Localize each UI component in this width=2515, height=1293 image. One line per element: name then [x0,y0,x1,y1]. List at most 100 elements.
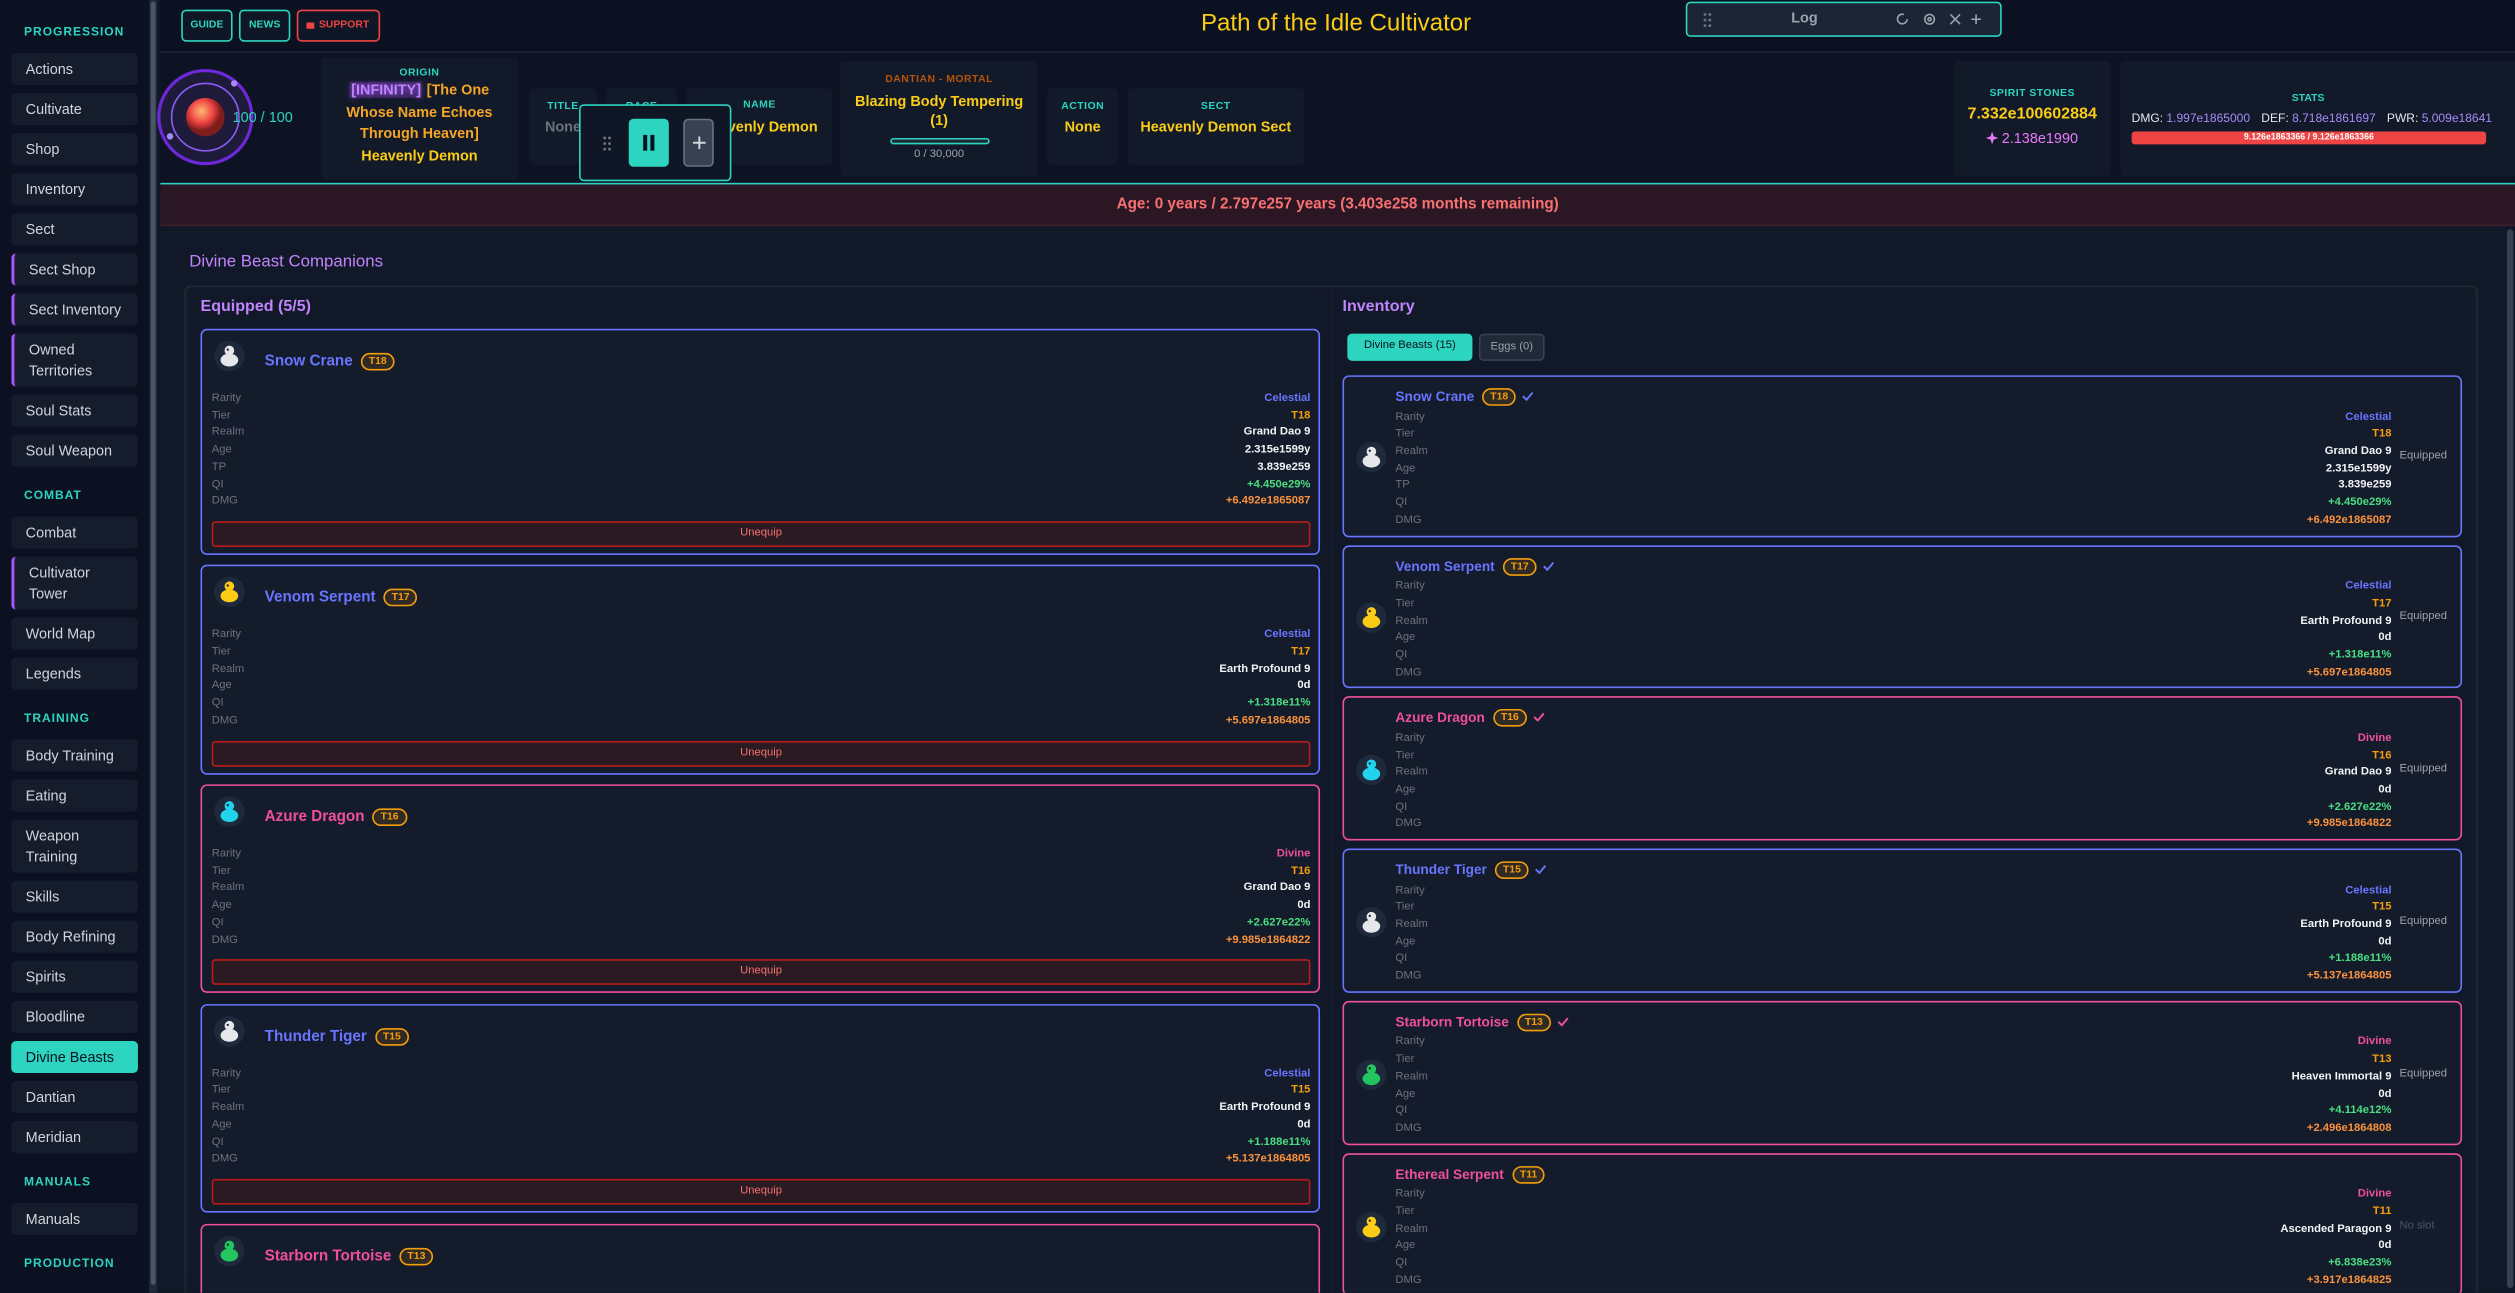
field-value: Celestial [1264,629,1311,641]
tier-badge: T16 [372,808,407,827]
unequip-button[interactable]: Unequip [211,959,1311,986]
nav-item[interactable]: Owned Territories [11,333,138,387]
nav-item[interactable]: Combat [11,516,138,549]
inventory-card[interactable]: Ethereal Serpent T11 Rarity Divine Tier T11 Re… [1342,1152,2463,1293]
nav-item[interactable]: Dantian [11,1081,138,1114]
field-value: T17 [2372,597,2392,610]
inventory-tab[interactable]: Eggs (0) [1478,333,1545,361]
nav-item[interactable]: Soul Stats [11,394,138,427]
nav-item[interactable]: Cultivate [11,93,138,126]
section-title: PRODUCTION [24,1255,115,1271]
field-value: +6.492e1865087 [2306,514,2392,526]
nav-item[interactable]: Eating [11,779,138,812]
spirit-stones-value: 7.332e100602884 [1967,105,2097,124]
field-label: Tier [1395,1206,1415,1218]
field-value: +1.188e11% [2328,953,2392,965]
icon-part [220,1028,239,1042]
nav-item[interactable]: Spirits [11,960,138,993]
icon-part [220,1247,239,1261]
card-header: Venom Serpent T17 [265,588,907,609]
field-label: Tier [1395,749,1415,762]
icon-part [230,80,238,87]
field-label: Age [1395,1240,1416,1252]
inventory-card[interactable]: Venom Serpent T17 Rarity Celestial Tier T17 Re… [1342,544,2463,689]
slot-status: Equipped [2399,1067,2447,1080]
icon-part [1362,455,1381,468]
nav-item[interactable]: Skills [11,880,138,913]
field-value: 0d [2378,936,2392,948]
speed-button[interactable] [683,118,714,167]
icon-part [1366,759,1377,770]
beast-icon [1356,907,1387,938]
field-label: QI [211,917,224,929]
nav-item[interactable]: Legends [11,657,138,690]
status-label: NAME [743,99,776,111]
beast-icon [1356,442,1387,473]
inventory-tab[interactable]: Divine Beasts (15) [1347,333,1473,361]
nav-item[interactable]: Bloodline [11,1000,138,1033]
nav-item[interactable]: Divine Beasts [11,1040,138,1074]
beast-name: Thunder Tiger [1395,861,1487,878]
nav-item[interactable]: Sect [11,213,138,246]
equipped-card: Venom Serpent T17 Rarity Celestial Tier T17 Re… [200,565,1321,775]
field-value: 2.315e1599y [2325,463,2392,475]
field-value: 0d [1297,900,1311,912]
field-label: Age [1395,784,1416,796]
top-bar [160,0,2515,53]
field-value: +4.450e29% [2328,497,2392,509]
field-value: +5.137e1864805 [2306,970,2392,982]
tier-badge: T11 [1511,1165,1546,1184]
card-header: Thunder Tiger T15 [265,1026,907,1047]
field-label: Realm [1395,1071,1428,1083]
nav-item[interactable]: Body Refining [11,920,138,953]
icon-part [1368,449,1371,453]
icon-part [224,1239,235,1250]
slot-status: Equipped [2399,915,2447,928]
nav-item[interactable]: Sect Inventory [11,293,138,326]
field-label: Rarity [211,392,242,405]
icon-part [1362,919,1381,933]
card-header: Starborn Tortoise T13 [265,1245,907,1266]
sect-card: SECT Heavenly Demon Sect [1127,88,1305,166]
icon-part [1368,1218,1371,1222]
unequip-button[interactable]: Unequip [211,740,1311,767]
nav-item[interactable]: Meridian [11,1121,138,1154]
nav-item[interactable]: Cultivator Tower [11,556,138,610]
top-button[interactable]: SUPPORT [296,9,381,42]
field-label: TP [1395,480,1410,492]
inventory-card[interactable]: Starborn Tortoise T13 Rarity Divine Tier T13 R… [1342,1000,2463,1145]
top-button[interactable]: GUIDE [181,9,233,42]
inventory-card[interactable]: Thunder Tiger T15 Rarity Celestial Tier T15 Re… [1342,848,2463,993]
icon-part [1366,1215,1377,1226]
field-value: 2.315e1599y [1244,444,1311,456]
nav-item[interactable]: Inventory [11,173,138,206]
nav-item[interactable]: Actions [11,52,138,86]
card-header: Snow Crane T18 [265,351,907,372]
slot-status: No slot [2399,1219,2435,1232]
nav-item[interactable]: Weapon Training [11,819,138,873]
nav-item[interactable]: Shop [11,133,138,166]
field-label: TP [211,461,227,473]
field-value: Grand Dao 9 [2324,445,2392,458]
icon-part [226,804,229,807]
field-label: Age [211,680,232,693]
stat-label: PWR: [2386,110,2419,126]
nav-item[interactable]: Body Training [11,739,138,772]
section-title: MANUALS [24,1174,91,1189]
icon-part [603,147,607,151]
inventory-card[interactable]: Azure Dragon T16 Rarity Divine Tier T16 Realm G… [1342,696,2463,841]
top-button[interactable]: NEWS [238,9,291,42]
unequip-button[interactable]: Unequip [211,1178,1311,1205]
pause-button[interactable] [628,118,669,167]
nav-item[interactable]: Soul Weapon [11,434,138,467]
field-value: T18 [1291,410,1311,422]
field-value: Grand Dao 9 [1243,427,1311,439]
section-title: PROGRESSION [24,24,125,39]
icon-part [226,584,229,588]
nav-item[interactable]: Sect Shop [11,253,138,286]
inventory-card[interactable]: Snow Crane T18 Rarity Celestial Tier T18 Realm… [1342,375,2463,537]
log-panel: Log [1685,1,2002,37]
nav-item[interactable]: Manuals [11,1202,138,1236]
nav-item[interactable]: World Map [11,617,138,650]
unequip-button[interactable]: Unequip [211,521,1311,547]
